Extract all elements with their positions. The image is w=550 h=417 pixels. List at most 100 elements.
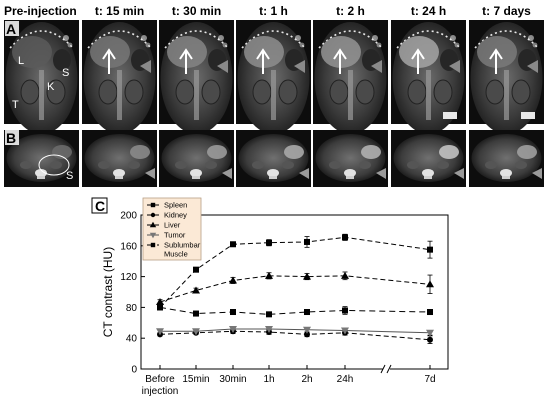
axial-ct-image <box>391 130 466 187</box>
axial-ct-image <box>313 130 388 187</box>
coronal-ct-image <box>82 20 157 134</box>
organ-label-liver: L <box>18 55 24 67</box>
data-point <box>157 304 163 311</box>
data-point <box>265 271 273 279</box>
organ-label-kidney: K <box>47 81 55 93</box>
axis-break-gap <box>383 365 390 373</box>
series-sublumbar-muscle <box>157 304 433 318</box>
data-point <box>427 336 433 343</box>
panel-c-letter-box <box>91 197 108 214</box>
data-point <box>156 298 164 306</box>
legend-marker <box>149 232 157 239</box>
timepoint-label: t: 7 days <box>482 4 531 18</box>
organ-label-spleen-axial: S <box>66 170 73 182</box>
panel-c-letter: C <box>95 198 105 214</box>
axial-ct-image <box>82 130 157 187</box>
y-axis-title: CT contrast (HU) <box>101 247 115 337</box>
data-point <box>192 328 200 336</box>
series-liver <box>156 271 434 306</box>
timepoint-label: t: 24 h <box>411 4 446 18</box>
data-point <box>341 327 349 335</box>
x-tick-label: 1h <box>263 374 274 385</box>
x-tick-label: 15min <box>182 374 209 385</box>
data-point <box>266 311 272 318</box>
timepoint-label: t: 15 min <box>95 4 144 18</box>
legend-label: Tumor <box>164 231 186 240</box>
series-line <box>159 275 431 303</box>
coronal-ct-image <box>236 20 311 134</box>
coronal-ct-row <box>4 20 544 134</box>
data-point <box>342 307 348 314</box>
axial-ct-row <box>4 130 544 187</box>
series-line <box>159 306 431 315</box>
data-point <box>426 329 434 337</box>
legend-entry: Spleen <box>147 201 187 210</box>
data-point <box>303 326 311 334</box>
data-point <box>193 310 199 317</box>
axial-ct-image <box>159 130 234 187</box>
data-point <box>304 309 310 316</box>
data-point <box>230 309 236 316</box>
data-point <box>341 271 349 279</box>
y-tick-label: 0 <box>131 365 137 376</box>
legend-entry: Liver <box>147 221 181 230</box>
data-point <box>230 241 236 248</box>
legend-label: Spleen <box>164 201 187 210</box>
data-point <box>266 239 272 246</box>
organ-label-tumor: T <box>12 99 19 111</box>
data-point <box>303 272 311 280</box>
data-point <box>304 238 310 245</box>
legend-marker <box>149 221 157 228</box>
axial-ct-image <box>236 130 311 187</box>
legend-entry: Sublumbar Muscle <box>147 241 201 259</box>
data-point <box>304 331 310 338</box>
coronal-ct-image <box>391 20 466 134</box>
axis-break-mark <box>380 364 386 374</box>
legend-marker <box>150 212 156 218</box>
coronal-ct-image <box>4 20 79 134</box>
series-layer <box>156 233 434 344</box>
legend-label: Liver <box>164 221 181 230</box>
legend-box <box>142 197 202 261</box>
timepoint-label: t: 1 h <box>259 4 288 18</box>
x-tick-label: 2h <box>301 374 312 385</box>
legend-entry: Tumor <box>147 231 186 240</box>
coronal-ct-image <box>159 20 234 134</box>
panel-a-letter: A <box>6 21 16 37</box>
data-point <box>342 234 348 241</box>
x-tick-label: 7d <box>424 374 435 385</box>
data-point <box>426 280 434 288</box>
x-tick-label: 24h <box>337 374 354 385</box>
series-line <box>159 330 431 341</box>
series-tumor <box>156 325 434 337</box>
y-tick-label: 40 <box>126 334 138 345</box>
data-point <box>427 246 433 253</box>
plot-frame <box>140 214 449 370</box>
coronal-ct-image <box>313 20 388 134</box>
legend-label: Kidney <box>164 211 187 220</box>
timepoint-label: t: 30 min <box>172 4 221 18</box>
coronal-ct-image <box>469 20 544 134</box>
legend-entry: Kidney <box>147 211 187 220</box>
legend-marker <box>150 202 156 208</box>
data-point <box>192 286 200 294</box>
panel-b-letter-box <box>5 130 19 145</box>
data-point <box>229 325 237 333</box>
timepoint-labels: Pre-injection t: 15 min t: 30 min t: 1 h t: … <box>4 4 531 18</box>
legend-label: Sublumbar Muscle <box>164 241 201 259</box>
data-point <box>229 276 237 284</box>
data-point <box>427 309 433 316</box>
x-tick-label: 30min <box>219 374 246 385</box>
y-tick-label: 80 <box>126 303 138 314</box>
panel-a-letter-box <box>5 21 19 36</box>
y-tick-label: 160 <box>120 241 137 252</box>
axial-ct-image <box>469 130 544 187</box>
y-tick-label: 120 <box>120 272 137 283</box>
timepoint-label: Pre-injection <box>4 4 77 18</box>
legend-marker <box>150 242 156 248</box>
panel-b-letter: B <box>6 130 16 146</box>
